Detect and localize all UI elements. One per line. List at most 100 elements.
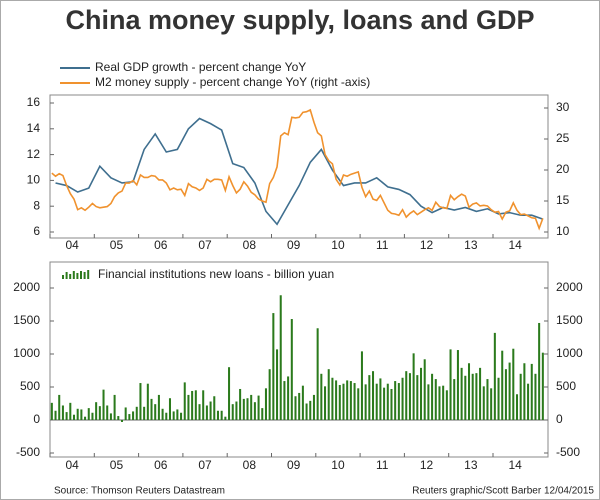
bar (312, 394, 315, 420)
bar (523, 363, 526, 420)
bar (368, 375, 371, 420)
y2-tick-label: 20 (556, 162, 570, 176)
bar (139, 383, 142, 420)
bar (383, 387, 386, 420)
bar (290, 319, 293, 420)
bar (276, 349, 279, 420)
x-tick-label: 06 (154, 458, 168, 472)
x-tick-label: 05 (110, 458, 124, 472)
bar (394, 381, 397, 420)
bar (309, 400, 312, 420)
y2-tick-label: -500 (556, 445, 580, 459)
bar (453, 379, 456, 420)
bar (331, 377, 334, 420)
bar (497, 377, 500, 420)
legend-label: M2 money supply - percent change YoY (ri… (95, 75, 370, 89)
x-tick-label: 12 (420, 458, 434, 472)
bar (431, 373, 434, 420)
bar (117, 416, 120, 420)
y2-tick-label: 2000 (556, 280, 583, 294)
bar (128, 414, 131, 420)
bar (519, 373, 522, 420)
plot-frame (49, 94, 549, 239)
bar (65, 412, 68, 420)
x-tick-label: 10 (331, 458, 345, 472)
bar (479, 367, 482, 420)
legend-swatch (69, 274, 72, 279)
bar (508, 362, 511, 420)
bar (305, 403, 308, 420)
bar (379, 378, 382, 420)
bar (168, 398, 171, 420)
bar (84, 416, 87, 420)
bar (375, 383, 378, 420)
x-tick-label: 04 (65, 458, 79, 472)
chart-title: China money supply, loans and GDP (65, 5, 534, 35)
x-tick-label: 11 (376, 458, 389, 472)
bar (187, 394, 190, 420)
bar (191, 390, 194, 420)
bar (449, 349, 452, 420)
y-tick-label: 10 (27, 173, 41, 187)
bar (464, 375, 467, 420)
bar (235, 401, 238, 420)
bar (486, 379, 489, 420)
bar (324, 386, 327, 420)
bar (442, 385, 445, 420)
y-tick-label: 500 (20, 379, 40, 393)
bar (527, 383, 530, 420)
bar (301, 385, 304, 420)
bar (538, 322, 541, 420)
bar (120, 420, 124, 422)
x-tick-label: 10 (331, 238, 345, 252)
x-tick-label: 07 (198, 458, 212, 472)
y2-tick-label: 15 (556, 193, 570, 207)
x-tick-label: 07 (198, 238, 212, 252)
bar (386, 383, 389, 420)
y-tick-label: 1500 (13, 313, 40, 327)
bar (408, 373, 411, 420)
x-tick-label: 13 (464, 458, 478, 472)
bar (61, 405, 64, 420)
bar (213, 396, 216, 420)
bar (76, 408, 79, 420)
bar (228, 367, 231, 420)
bar (335, 380, 338, 420)
y2-tick-label: 25 (556, 131, 570, 145)
bar (183, 382, 186, 420)
y2-tick-label: 500 (556, 379, 576, 393)
bar (272, 313, 275, 420)
bar (146, 383, 149, 420)
y-tick-label: 14 (27, 121, 41, 135)
bar (445, 390, 448, 420)
bar (198, 404, 201, 420)
bar (150, 398, 153, 420)
bar (287, 376, 290, 420)
bar (239, 388, 242, 420)
bar (220, 410, 223, 420)
legend-swatch (76, 273, 79, 279)
bar (72, 414, 76, 420)
legend-swatch (65, 272, 68, 279)
bar (176, 409, 179, 420)
y-tick-label: -500 (16, 445, 40, 459)
bar (250, 394, 253, 420)
x-tick-label: 12 (420, 238, 434, 252)
bar (512, 348, 515, 420)
line-series (51, 108, 544, 231)
y-tick-label: 0 (33, 412, 40, 426)
bar (54, 410, 57, 420)
bar (58, 394, 61, 420)
bar (87, 408, 90, 420)
bar (401, 377, 404, 420)
bar (69, 402, 72, 420)
bar (205, 405, 208, 420)
bar (135, 406, 138, 420)
source: Source: Thomson Reuters Datastream (54, 486, 225, 497)
bar (194, 390, 197, 420)
bar (231, 404, 234, 420)
bar (416, 375, 419, 420)
y-tick-label: 2000 (13, 280, 40, 294)
bar (456, 350, 459, 420)
bar (501, 350, 504, 420)
